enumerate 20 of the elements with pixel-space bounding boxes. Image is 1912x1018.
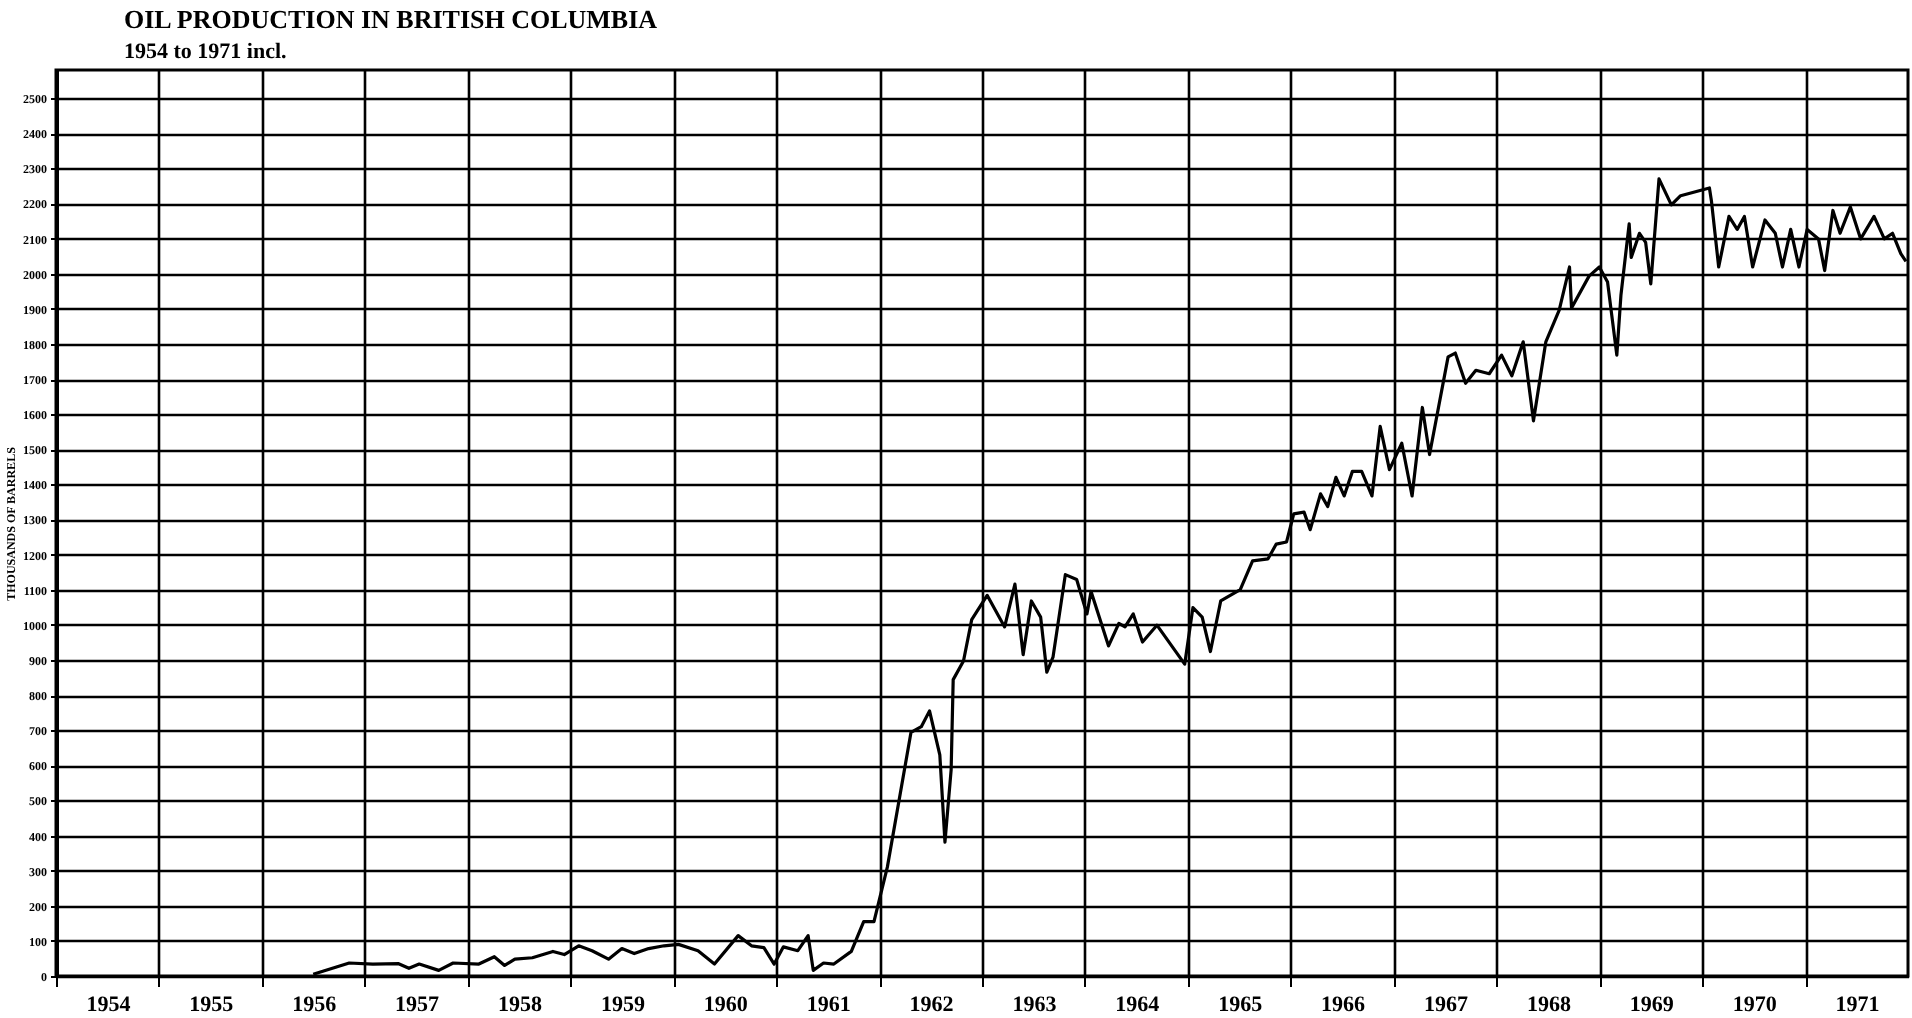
x-tick-label: 1954	[86, 993, 132, 1017]
x-tick-label: 1957	[395, 993, 441, 1017]
x-tick-label: 1961	[806, 993, 851, 1017]
x-tick-label: 1955	[189, 993, 235, 1017]
x-tick-label: 1971	[1835, 993, 1880, 1017]
x-tick-label: 1969	[1629, 993, 1675, 1017]
x-tick-label: 1958	[498, 993, 543, 1017]
x-tick-label: 1959	[600, 993, 646, 1017]
x-tick-label: 1963	[1012, 993, 1058, 1017]
x-tick-label: 1964	[1115, 993, 1161, 1017]
x-tick-label: 1962	[909, 993, 955, 1017]
chart-subtitle: 1954 to 1971 incl.	[124, 40, 288, 64]
x-tick-label: 1960	[703, 993, 749, 1017]
x-tick-label: 1970	[1732, 993, 1778, 1017]
chart-title: OIL PRODUCTION IN BRITISH COLUMBIA	[124, 4, 659, 34]
x-tick-label: 1967	[1424, 993, 1469, 1017]
x-tick-label: 1966	[1321, 993, 1367, 1017]
x-tick-label: 1956	[292, 993, 338, 1017]
x-tick-label: 1968	[1526, 993, 1572, 1017]
x-tick-label: 1965	[1218, 993, 1264, 1017]
